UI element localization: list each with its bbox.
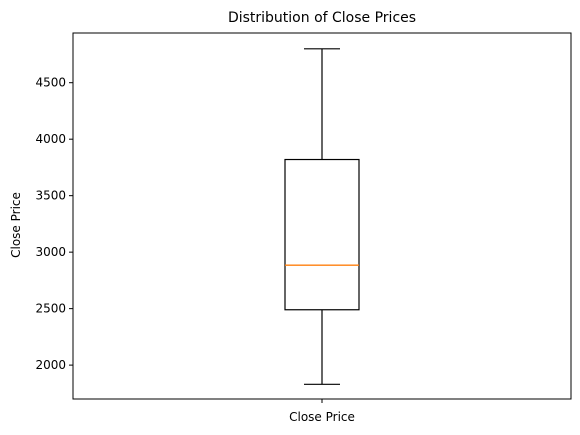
y-tick-label: 4000: [35, 132, 66, 146]
y-tick-label: 4500: [35, 76, 66, 90]
box-body: [284, 158, 360, 311]
chart-title: Distribution of Close Prices: [228, 10, 416, 26]
y-axis-label: Close Price: [9, 192, 23, 258]
y-tick-label: 3500: [35, 189, 66, 203]
x-tick-label: Close Price: [289, 410, 355, 424]
y-tick-label: 2500: [35, 302, 66, 316]
y-tick-label: 3000: [35, 245, 66, 259]
plot-frame: [72, 32, 572, 400]
plot-area: 2000 2500 3000 3500 4000 4500 Close Price: [35, 48, 360, 424]
y-tick-label: 2000: [35, 358, 66, 372]
